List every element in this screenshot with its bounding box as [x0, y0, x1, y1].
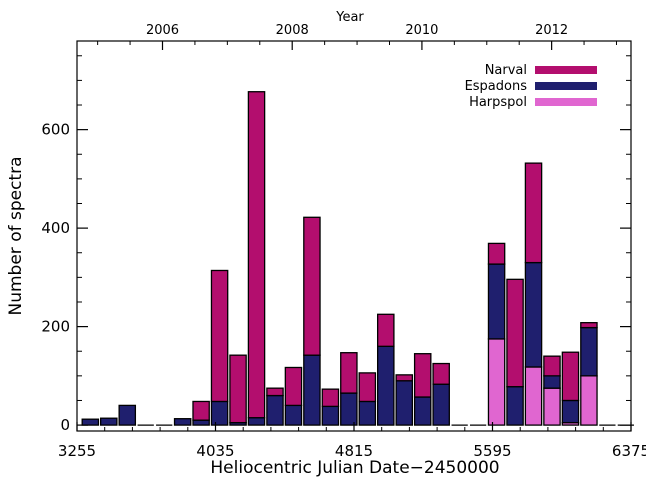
- axes-layer: 3255 4035 4815 5595 6375 0 200 400 600 2006 2008 20…: [41, 23, 646, 460]
- legend-label-harpspol: Harpspol: [469, 95, 527, 110]
- top-tick-label: 2006: [146, 23, 179, 38]
- bar-espadons-13: [321, 405, 340, 426]
- x-tick-label: 5595: [473, 442, 511, 460]
- bar-harpspol-27: [580, 375, 598, 426]
- bar-espadons-17: [395, 380, 414, 426]
- legend-label-espadons: Espadons: [465, 79, 528, 94]
- bar-narval-10: [266, 387, 284, 397]
- bar-espadons-27: [580, 326, 598, 377]
- bar-narval-24: [524, 162, 543, 264]
- bar-espadons-10: [266, 394, 284, 426]
- bar-narval-15: [358, 372, 377, 403]
- bar-espadons-16: [377, 345, 395, 426]
- bar-espadons-19: [432, 383, 450, 426]
- bar-narval-26: [561, 351, 580, 402]
- bar-narval-13: [321, 388, 340, 408]
- x-axis-title: Heliocentric Julian Date−2450000: [210, 458, 499, 478]
- bar-narval-7: [210, 269, 229, 403]
- top-tick-label: 2012: [535, 23, 568, 38]
- bar-narval-12: [303, 216, 321, 356]
- bar-espadons-15: [358, 400, 377, 426]
- bar-espadons-9: [247, 417, 266, 426]
- bar-espadons-23: [506, 386, 524, 426]
- bar-narval-25: [543, 355, 561, 377]
- bar-espadons-18: [413, 396, 432, 426]
- bar-espadons-1: [100, 417, 118, 426]
- bar-narval-16: [377, 313, 395, 347]
- x-tick-label: 4815: [335, 442, 373, 460]
- bar-espadons-7: [210, 400, 229, 426]
- bar-narval-14: [340, 352, 358, 394]
- bar-espadons-24: [524, 261, 543, 368]
- bars-layer: [81, 91, 634, 426]
- bar-espadons-5: [173, 418, 192, 426]
- y-tick-label: 200: [41, 318, 70, 336]
- bar-narval-17: [395, 374, 414, 382]
- y-tick-label: 0: [60, 416, 70, 434]
- bar-narval-27: [580, 322, 598, 329]
- bar-narval-18: [413, 353, 432, 398]
- bar-harpspol-22: [487, 338, 506, 426]
- legend-swatch-espadons: [535, 82, 597, 90]
- bar-harpspol-25: [543, 387, 561, 426]
- bar-narval-8: [229, 354, 247, 424]
- bar-narval-9: [247, 91, 266, 419]
- bar-espadons-0: [81, 418, 100, 426]
- bar-espadons-12: [303, 354, 321, 426]
- x-tick-label: 4035: [196, 442, 234, 460]
- bar-harpspol-24: [524, 366, 543, 426]
- bar-narval-6: [192, 400, 210, 421]
- y-tick-label: 400: [41, 219, 70, 237]
- top-tick-label: 2008: [276, 23, 309, 38]
- bar-espadons-11: [284, 404, 303, 426]
- bar-narval-11: [284, 366, 303, 407]
- bar-espadons-14: [340, 392, 358, 426]
- bar-espadons-26: [561, 399, 580, 424]
- bar-narval-22: [487, 242, 506, 265]
- legend-swatch-harpspol: [535, 98, 597, 106]
- bar-espadons-25: [543, 375, 561, 389]
- y-axis-title: Number of spectra: [6, 156, 26, 315]
- x-tick-label: 6375: [612, 442, 646, 460]
- bar-narval-23: [506, 278, 524, 388]
- top-axis-title: Year: [335, 10, 364, 25]
- x-tick-label: 3255: [58, 442, 96, 460]
- y-tick-label: 600: [41, 121, 70, 139]
- bar-espadons-2: [118, 404, 137, 426]
- bar-espadons-22: [487, 263, 506, 340]
- bar-narval-19: [432, 362, 450, 385]
- legend-swatch-narval: [535, 66, 597, 74]
- top-tick-label: 2010: [405, 23, 438, 38]
- legend-label-narval: Narval: [485, 63, 527, 78]
- bar-espadons-6: [192, 419, 210, 426]
